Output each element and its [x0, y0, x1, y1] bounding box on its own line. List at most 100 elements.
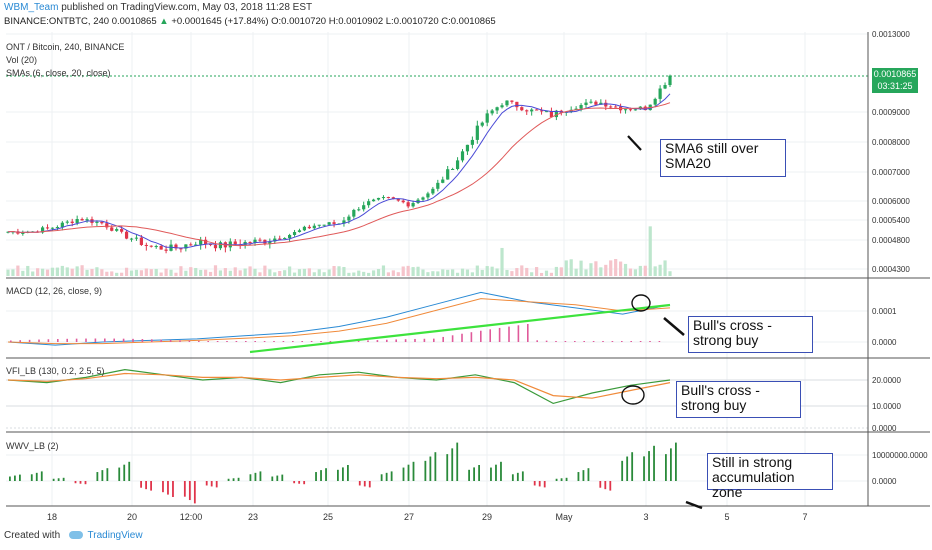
volume-bar — [292, 272, 297, 276]
candle-body — [500, 105, 504, 108]
candle-body — [55, 227, 60, 229]
badge-countdown: 03:31:25 — [877, 81, 913, 91]
wwv-bar — [543, 481, 546, 488]
candle-body — [554, 110, 558, 118]
price-candles — [6, 74, 672, 254]
wwv-bar — [293, 481, 296, 484]
macd-hist-bar — [621, 341, 623, 342]
candle-body — [124, 231, 129, 239]
tradingview-logo-icon — [68, 531, 83, 540]
candle-body — [589, 101, 593, 103]
volume-bar — [554, 266, 558, 276]
volume-bar — [535, 267, 539, 276]
macd-signal-line — [7, 298, 671, 345]
wwv-bar — [347, 465, 349, 481]
wwv-bar — [670, 448, 672, 481]
volume-bar — [381, 265, 386, 276]
candle-body — [475, 125, 479, 140]
candle-body — [75, 219, 79, 223]
wwv-annotation: Still in strong accumulation zone — [707, 453, 833, 500]
volume-bar — [80, 265, 84, 276]
volume-bar — [441, 269, 445, 276]
volume-bar — [268, 269, 272, 276]
wwv-bar — [118, 467, 121, 481]
candle-body — [297, 230, 302, 233]
wwv-bar — [402, 467, 405, 481]
volume-bar — [426, 272, 430, 276]
volume-bar — [287, 266, 292, 276]
candle-body — [623, 109, 628, 111]
wwv-bar — [468, 469, 470, 481]
volume-bar — [367, 272, 371, 276]
wwv-bar — [183, 481, 186, 497]
volume-bar — [386, 272, 391, 276]
candle-body — [199, 239, 203, 245]
volume-bar — [120, 272, 124, 276]
macd-hist-bar — [470, 332, 473, 342]
wwv-bar — [254, 472, 257, 481]
wwv-bar — [188, 481, 191, 501]
wwv-bar — [643, 456, 645, 481]
volume-bar — [475, 265, 479, 276]
candle-body — [668, 75, 672, 86]
volume-bar — [124, 267, 129, 276]
candle-body — [460, 151, 465, 161]
wwv-bar — [434, 452, 437, 481]
macd-hist-bar — [113, 338, 115, 342]
macd-hist-bar — [639, 341, 642, 342]
candle-body — [50, 227, 55, 229]
wwv-tick-label: 0.0000 — [872, 477, 897, 486]
volume-bar — [530, 272, 534, 276]
volume-bar — [65, 267, 69, 276]
macd-hist-bar — [19, 340, 21, 342]
candle-body — [510, 100, 514, 102]
volume-bar — [115, 272, 119, 276]
candle-body — [396, 198, 400, 201]
wwv-bar — [315, 472, 317, 481]
candle-body — [614, 106, 618, 108]
wwv-bar — [271, 476, 274, 481]
candle-body — [426, 193, 430, 198]
volume-bar — [218, 270, 223, 276]
candle-body — [287, 234, 292, 239]
wwv-bar — [337, 469, 339, 481]
macd-hist-bar — [357, 340, 360, 342]
candle-body — [179, 248, 183, 250]
author-link[interactable]: WBM_Team — [4, 2, 59, 13]
last-price-badge: 0.0010865 03:31:25 — [872, 68, 918, 93]
wwv-bar — [565, 477, 568, 481]
candle-body — [381, 197, 386, 199]
volume-bar — [391, 270, 395, 276]
macd-hist-bar — [498, 327, 501, 342]
volume-bar — [446, 269, 450, 276]
macd-hist-bar — [245, 341, 247, 342]
volume-bar — [263, 265, 267, 276]
macd-trendline — [249, 303, 671, 354]
volume-bar — [460, 268, 465, 276]
volume-bar — [223, 268, 227, 276]
volume-bar — [564, 260, 568, 276]
wwv-bar — [473, 467, 475, 481]
change-value: +0.0001645 (+17.84%) — [171, 16, 269, 27]
volume-bar — [515, 268, 519, 276]
candle-body — [495, 107, 499, 111]
wwv-bar — [205, 481, 208, 486]
candle-body — [480, 122, 484, 126]
macd-hist-bar — [433, 338, 435, 342]
candle-body — [628, 109, 633, 111]
volume-bar — [451, 269, 455, 276]
volume-bar — [352, 272, 356, 276]
wwv-bar — [446, 454, 449, 481]
x-tick-label: 20 — [127, 512, 137, 522]
macd-hist-bar — [461, 333, 463, 342]
macd-hist-bar — [57, 339, 59, 342]
candle-body — [253, 239, 257, 244]
volume-bar — [307, 268, 311, 276]
macd-hist-bar — [207, 341, 209, 342]
wwv-bar — [210, 481, 213, 487]
volume-bar — [36, 268, 40, 276]
tradingview-link[interactable]: TradingView — [87, 530, 143, 541]
volume-bar — [505, 269, 509, 276]
wwv-bar — [587, 468, 590, 481]
volume-bar — [110, 271, 114, 276]
